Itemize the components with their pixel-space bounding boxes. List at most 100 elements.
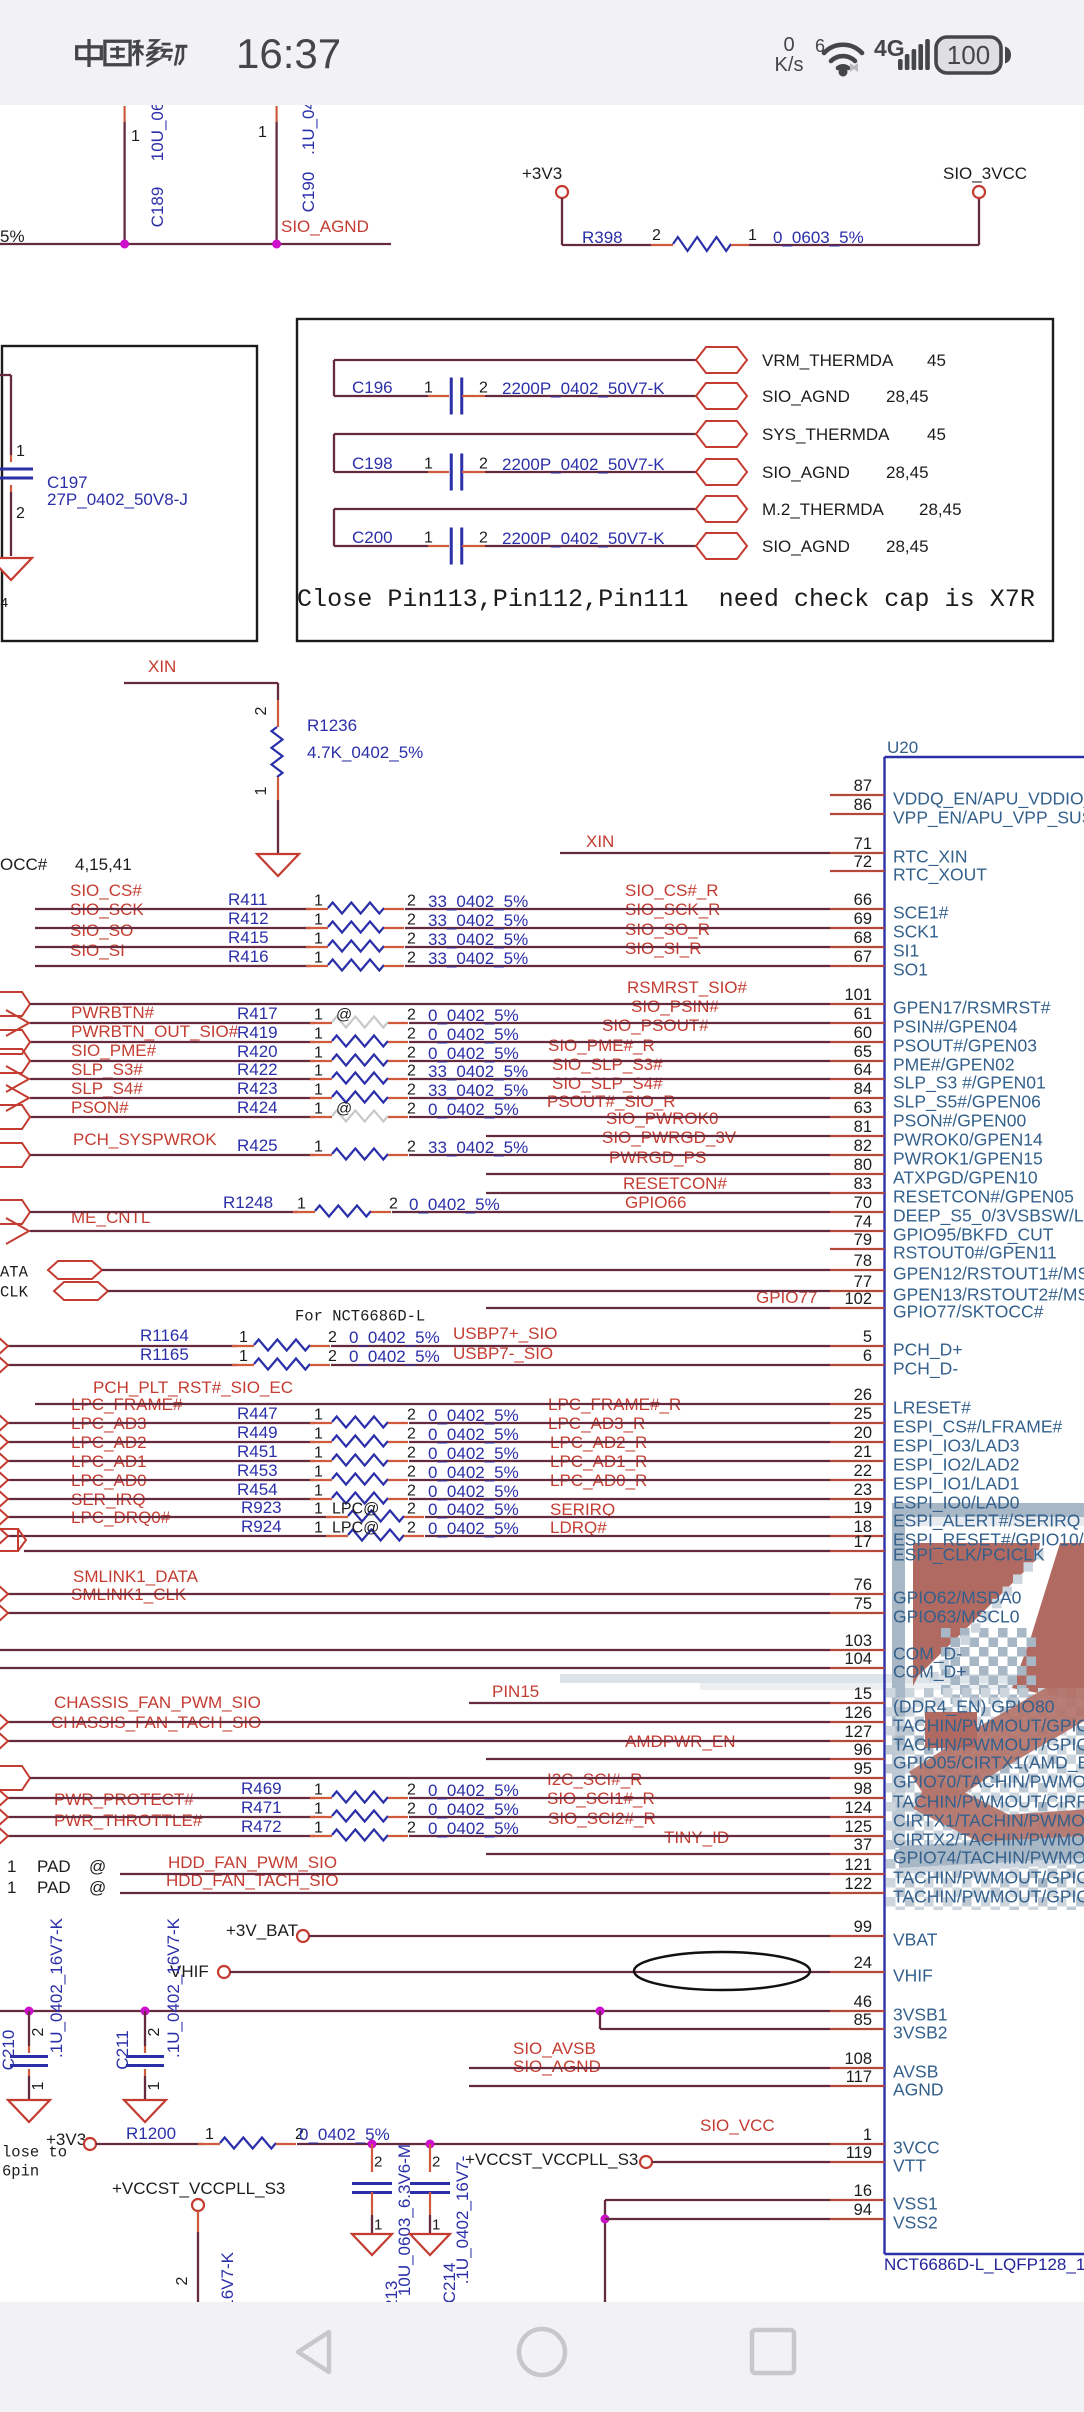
svg-text:2: 2: [253, 706, 270, 715]
svg-text:2: 2: [328, 1348, 337, 1365]
svg-text:2: 2: [407, 911, 416, 928]
svg-text:33_0402_5%: 33_0402_5%: [428, 892, 528, 911]
svg-text:SIO_SLP_S4#: SIO_SLP_S4#: [552, 1074, 663, 1093]
svg-text:CHASSIS_FAN_PWM_SIO: CHASSIS_FAN_PWM_SIO: [54, 1693, 261, 1712]
svg-text:R398: R398: [582, 228, 623, 247]
svg-text:C200: C200: [352, 528, 393, 547]
svg-text:K/s: K/s: [775, 54, 804, 76]
svg-text:19: 19: [854, 1499, 872, 1517]
svg-text:74: 74: [854, 1213, 872, 1231]
svg-text:2: 2: [407, 1800, 416, 1817]
svg-text:1: 1: [314, 1519, 323, 1536]
svg-text:R923: R923: [241, 1498, 282, 1517]
svg-text:2: 2: [479, 529, 488, 546]
svg-text:127: 127: [844, 1723, 872, 1741]
svg-text:104: 104: [844, 1650, 872, 1668]
svg-text:1: 1: [314, 1444, 323, 1461]
svg-text:1: 1: [314, 1781, 323, 1798]
svg-text:0_0402_5%: 0_0402_5%: [428, 1044, 519, 1063]
svg-text:1: 1: [314, 1500, 323, 1517]
svg-text:SIO_PWROK0: SIO_PWROK0: [606, 1109, 718, 1128]
svg-text:SIO_AGND: SIO_AGND: [513, 2057, 601, 2076]
svg-text:2: 2: [374, 2153, 382, 2170]
svg-text:R454: R454: [237, 1480, 278, 1499]
svg-text:2: 2: [407, 1463, 416, 1480]
svg-text:R411: R411: [228, 890, 267, 909]
svg-text:0_0402_5%: 0_0402_5%: [428, 1006, 519, 1025]
svg-text:R423: R423: [237, 1079, 278, 1098]
svg-text:2: 2: [407, 1500, 416, 1517]
svg-text:USBP7-_SIO: USBP7-_SIO: [453, 1344, 553, 1363]
svg-text:0_0402_5%: 0_0402_5%: [428, 1800, 519, 1819]
svg-text:ESPI_IO2/LAD2: ESPI_IO2/LAD2: [893, 1454, 1019, 1475]
svg-text:TACHIN/PWMOUT/CIRRX: TACHIN/PWMOUT/CIRRX: [893, 1791, 1084, 1811]
svg-text:SIO_PME#_R: SIO_PME#_R: [548, 1036, 655, 1055]
svg-text:GPIO95/BKFD_CUT: GPIO95/BKFD_CUT: [893, 1224, 1054, 1245]
svg-text:1: 1: [314, 1463, 323, 1480]
svg-text:R420: R420: [237, 1042, 278, 1061]
svg-text:2: 2: [407, 1044, 416, 1061]
svg-text:VRM_THERMDA: VRM_THERMDA: [762, 351, 894, 370]
svg-text:SCK1: SCK1: [893, 921, 939, 941]
svg-text:VTT: VTT: [893, 2155, 926, 2175]
svg-text:24: 24: [854, 1954, 872, 1972]
svg-text:M.2_THERMDA: M.2_THERMDA: [762, 500, 885, 519]
svg-text:CLK: CLK: [0, 1284, 29, 1302]
svg-text:SIO_SI: SIO_SI: [70, 941, 125, 960]
svg-text:NCT6686D-L_LQFP128_14X14: NCT6686D-L_LQFP128_14X14: [884, 2255, 1084, 2274]
svg-text:1: 1: [314, 892, 323, 909]
svg-text:33_0402_5%: 33_0402_5%: [428, 1081, 528, 1100]
svg-text:LPC@: LPC@: [332, 1500, 379, 1517]
svg-text:121: 121: [844, 1856, 872, 1874]
svg-text:PME#/GPEN02: PME#/GPEN02: [893, 1054, 1015, 1074]
svg-text:2: 2: [146, 2027, 163, 2036]
svg-text:1: 1: [314, 1482, 323, 1499]
svg-text:33_0402_5%: 33_0402_5%: [428, 949, 528, 968]
svg-text:@: @: [336, 1100, 352, 1117]
svg-text:1: 1: [239, 1348, 248, 1365]
svg-text:CIRTX1/TACHIN/PWMOUT: CIRTX1/TACHIN/PWMOUT: [893, 1810, 1084, 1830]
svg-text:2: 2: [407, 1006, 416, 1023]
svg-text:PSON#: PSON#: [71, 1098, 129, 1117]
svg-text:R1236: R1236: [307, 716, 357, 735]
svg-text:84: 84: [854, 1080, 872, 1098]
svg-text:76: 76: [854, 1576, 872, 1594]
svg-text:0_0402_5%: 0_0402_5%: [428, 1519, 519, 1538]
svg-text:22: 22: [854, 1462, 872, 1480]
svg-text:Close Pin113,Pin112,Pin111 ne: Close Pin113,Pin112,Pin111 need check ca…: [297, 585, 1035, 614]
svg-text:@: @: [89, 1857, 106, 1876]
svg-text:R469: R469: [241, 1779, 282, 1798]
svg-text:VSS2: VSS2: [893, 2212, 938, 2232]
svg-text:45: 45: [927, 425, 946, 444]
svg-text:C196: C196: [352, 378, 393, 397]
svg-text:+3V3: +3V3: [522, 164, 562, 183]
svg-text:SERIRQ: SERIRQ: [550, 1500, 615, 1519]
svg-text:1: 1: [7, 1857, 16, 1876]
svg-text:GPIO77: GPIO77: [756, 1288, 817, 1307]
svg-text:SIO_PWRGD_3V: SIO_PWRGD_3V: [602, 1128, 737, 1147]
svg-text:10U_0603_6.3V6-M: 10U_0603_6.3V6-M: [395, 2144, 414, 2296]
svg-text:18: 18: [854, 1518, 872, 1536]
svg-text:C198: C198: [352, 454, 393, 473]
svg-text:77: 77: [854, 1273, 872, 1291]
svg-text:2: 2: [407, 949, 416, 966]
svg-text:1: 1: [432, 2216, 440, 2233]
svg-text:102: 102: [844, 1290, 872, 1308]
svg-text:R415: R415: [228, 928, 269, 947]
svg-text:1: 1: [314, 930, 323, 947]
svg-text:1: 1: [314, 1062, 323, 1079]
svg-text:2: 2: [652, 227, 661, 244]
svg-text:1: 1: [16, 443, 25, 460]
svg-text:ESPI_IO0/LAD0: ESPI_IO0/LAD0: [893, 1492, 1020, 1513]
svg-text:SIO_SI_R: SIO_SI_R: [625, 939, 702, 958]
svg-text:RESETCON#/GPEN05: RESETCON#/GPEN05: [893, 1186, 1074, 1206]
svg-text:21: 21: [854, 1443, 872, 1461]
svg-text:TACHIN/PWMOUT/GPIO: TACHIN/PWMOUT/GPIO: [893, 1867, 1084, 1887]
svg-text:SIO_3VCC: SIO_3VCC: [943, 164, 1027, 183]
svg-text:R924: R924: [241, 1517, 282, 1536]
svg-text:SIO_AGND: SIO_AGND: [762, 463, 850, 482]
svg-text:0_0402_5%: 0_0402_5%: [428, 1781, 519, 1800]
svg-text:R1165: R1165: [140, 1345, 189, 1364]
svg-text:+VCCST_VCCPLL_S3: +VCCST_VCCPLL_S3: [465, 2150, 638, 2169]
svg-text:PSIN#/GPEN04: PSIN#/GPEN04: [893, 1016, 1018, 1036]
